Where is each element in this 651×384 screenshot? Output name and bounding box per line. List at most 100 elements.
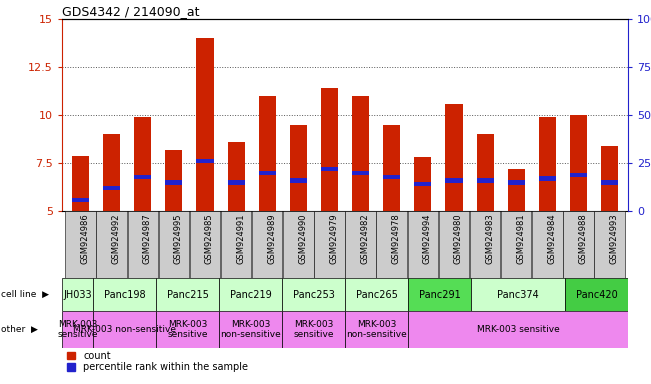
Bar: [197, 38, 214, 211]
Bar: [563, 211, 594, 278]
Text: GSM924994: GSM924994: [423, 213, 432, 264]
Text: Panc198: Panc198: [104, 290, 146, 300]
Bar: [408, 278, 471, 311]
Text: GSM924981: GSM924981: [516, 213, 525, 264]
Text: MRK-003 non-sensitive: MRK-003 non-sensitive: [74, 325, 176, 334]
Text: GSM924993: GSM924993: [609, 213, 618, 264]
Bar: [219, 278, 282, 311]
Bar: [159, 211, 189, 278]
Text: GSM924988: GSM924988: [579, 213, 587, 264]
Text: cell line  ▶: cell line ▶: [1, 290, 49, 299]
Text: Panc215: Panc215: [167, 290, 208, 300]
Text: GSM924989: GSM924989: [267, 213, 276, 264]
Text: MRK-003
non-sensitive: MRK-003 non-sensitive: [346, 319, 407, 339]
Text: JH033: JH033: [63, 290, 92, 300]
Bar: [128, 211, 158, 278]
Bar: [282, 278, 345, 311]
Bar: [197, 159, 214, 164]
Text: MRK-003
non-sensitive: MRK-003 non-sensitive: [220, 319, 281, 339]
Bar: [103, 134, 120, 211]
Bar: [439, 211, 469, 278]
Text: GSM924992: GSM924992: [111, 213, 120, 264]
Bar: [539, 117, 556, 211]
Bar: [72, 198, 89, 202]
Bar: [228, 142, 245, 211]
Bar: [414, 182, 432, 187]
Bar: [508, 180, 525, 185]
Bar: [290, 125, 307, 211]
Bar: [445, 104, 462, 211]
Text: GSM924983: GSM924983: [485, 213, 494, 264]
Bar: [283, 211, 314, 278]
Bar: [282, 311, 345, 348]
Bar: [565, 278, 628, 311]
Bar: [414, 157, 432, 211]
Text: MRK-003
sensitive: MRK-003 sensitive: [167, 319, 208, 339]
Bar: [345, 278, 408, 311]
Text: MRK-003
sensitive: MRK-003 sensitive: [294, 319, 334, 339]
Text: GSM924986: GSM924986: [81, 213, 90, 264]
Text: GDS4342 / 214090_at: GDS4342 / 214090_at: [62, 5, 199, 18]
Bar: [96, 211, 127, 278]
Text: GSM924984: GSM924984: [547, 213, 557, 264]
Text: MRK-003 sensitive: MRK-003 sensitive: [477, 325, 559, 334]
Bar: [477, 134, 493, 211]
Text: MRK-003
sensitive: MRK-003 sensitive: [57, 319, 98, 339]
Text: GSM924995: GSM924995: [174, 213, 183, 264]
Bar: [72, 156, 89, 211]
Text: GSM924987: GSM924987: [143, 213, 152, 264]
Bar: [103, 186, 120, 190]
Bar: [352, 96, 369, 211]
Bar: [156, 311, 219, 348]
Bar: [134, 175, 151, 179]
Bar: [601, 146, 618, 211]
Bar: [258, 171, 276, 175]
Bar: [228, 180, 245, 185]
Bar: [383, 175, 400, 179]
Text: Panc265: Panc265: [355, 290, 397, 300]
Bar: [470, 211, 501, 278]
Bar: [570, 173, 587, 177]
Bar: [219, 311, 282, 348]
Bar: [532, 211, 562, 278]
Text: GSM924980: GSM924980: [454, 213, 463, 264]
Bar: [321, 88, 338, 211]
Text: GSM924982: GSM924982: [361, 213, 370, 264]
Bar: [252, 211, 283, 278]
Bar: [93, 311, 156, 348]
Bar: [445, 178, 462, 183]
Bar: [376, 211, 407, 278]
Bar: [189, 211, 220, 278]
Bar: [165, 180, 182, 185]
Bar: [93, 278, 156, 311]
Text: Panc420: Panc420: [576, 290, 618, 300]
Legend: count, percentile rank within the sample: count, percentile rank within the sample: [66, 351, 248, 372]
Text: GSM924985: GSM924985: [205, 213, 214, 264]
Text: GSM924990: GSM924990: [298, 213, 307, 264]
Text: Panc219: Panc219: [230, 290, 271, 300]
Bar: [508, 169, 525, 211]
Bar: [570, 115, 587, 211]
Bar: [477, 178, 493, 183]
Bar: [62, 278, 93, 311]
Bar: [539, 177, 556, 181]
Bar: [165, 150, 182, 211]
Text: Panc291: Panc291: [419, 290, 460, 300]
Text: other  ▶: other ▶: [1, 325, 38, 334]
Bar: [408, 311, 628, 348]
Bar: [383, 125, 400, 211]
Text: Panc253: Panc253: [293, 290, 335, 300]
Bar: [321, 167, 338, 171]
Bar: [594, 211, 625, 278]
Text: GSM924979: GSM924979: [329, 213, 339, 264]
Bar: [345, 211, 376, 278]
Bar: [501, 211, 531, 278]
Bar: [471, 278, 565, 311]
Bar: [65, 211, 96, 278]
Bar: [134, 117, 151, 211]
Bar: [221, 211, 251, 278]
Text: GSM924978: GSM924978: [392, 213, 401, 264]
Bar: [62, 311, 93, 348]
Bar: [258, 96, 276, 211]
Bar: [601, 180, 618, 185]
